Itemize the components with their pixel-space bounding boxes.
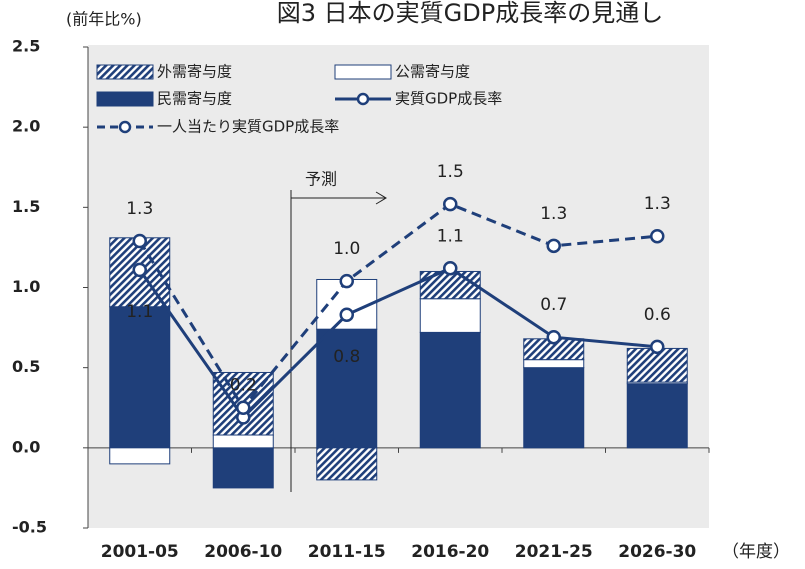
bar [109,306,171,449]
line-marker [339,307,354,323]
bar [419,298,481,333]
x-tick-label: 2011-15 [308,542,386,562]
bar [523,359,585,369]
legend-label: 民需寄与度 [157,90,232,108]
line-marker [339,273,354,289]
x-unit: （年度） [722,542,790,562]
y-tick-label: -0.5 [12,518,47,537]
bar [316,447,378,481]
bar [212,434,274,449]
legend-label: 外需寄与度 [157,63,232,81]
legend-label: 実質GDP成長率 [395,90,502,108]
legend-label: 公需寄与度 [395,63,470,81]
y-tick-label: 0.5 [12,357,40,376]
line [138,266,658,420]
bar [419,270,481,300]
y-tick-label: 1.0 [12,277,40,296]
value-label: 1.3 [540,204,567,224]
value-label: 1.3 [644,194,671,214]
bar [419,331,481,449]
line-marker [650,339,665,355]
line-marker [236,400,251,415]
bar [109,447,171,465]
annotation-arrowhead [375,191,387,205]
value-label: 0.6 [644,305,671,325]
bar [212,447,274,489]
x-tick-label: 2021-25 [515,542,593,562]
x-tick-label: 2016-20 [411,542,489,562]
value-label: 1.0 [333,239,360,259]
x-tick-label: 2026-30 [618,542,696,562]
y-tick-label: 2.0 [12,117,40,136]
legend-swatch [334,64,392,80]
y-tick-label: 1.5 [12,197,40,216]
legend-label: 一人当たり実質GDP成長率 [157,118,339,136]
value-label: 0.8 [333,347,360,367]
bar [626,383,688,449]
line [138,202,658,411]
legend-swatch [96,91,154,107]
chart-title: 図3 日本の実質GDP成長率の見通し [277,0,663,27]
y-tick-label: 0.0 [12,437,40,456]
value-label: 1.1 [126,302,153,322]
bar [523,367,585,449]
value-label: 0.7 [540,295,567,315]
line-marker [650,228,665,244]
value-label: 1.5 [437,162,464,182]
line-marker [546,238,561,254]
value-label: 1.3 [126,199,153,219]
x-tick-label: 2006-10 [204,542,282,562]
line-marker [443,261,458,276]
legend-swatch [96,64,154,80]
legend-marker [356,92,370,106]
line-marker [546,329,561,345]
value-label: 0.2 [230,375,257,395]
line-marker [443,196,458,212]
line-marker [132,262,147,278]
annotation: 予測 [305,170,337,189]
line-marker [132,233,147,249]
y-axis-title: (前年比%) [66,10,142,29]
legend-marker [118,120,132,134]
value-label: 1.1 [437,226,464,246]
x-tick-label: 2001-05 [101,542,179,562]
y-tick-label: 2.5 [12,37,40,56]
